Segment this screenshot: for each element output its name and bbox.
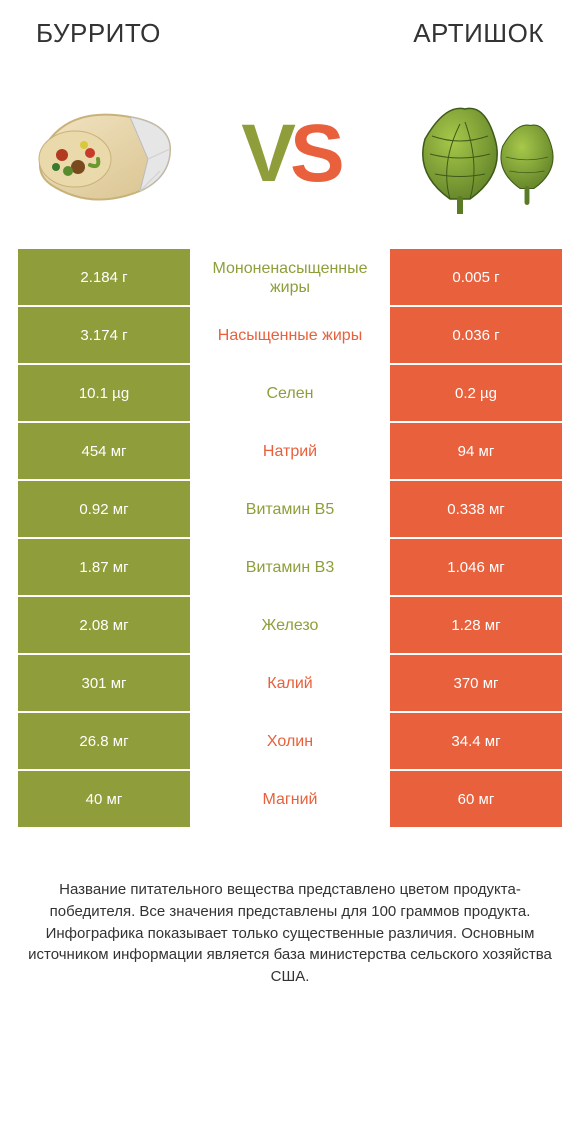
nutrient-label: Железо: [190, 597, 390, 655]
table-row: 3.174 гНасыщенные жиры0.036 г: [18, 307, 562, 365]
value-a: 454 мг: [18, 423, 190, 481]
burrito-icon: [20, 99, 180, 209]
value-a: 40 мг: [18, 771, 190, 829]
nutrient-label: Холин: [190, 713, 390, 771]
nutrient-label: Мононенасыщенные жиры: [190, 249, 390, 307]
value-a: 3.174 г: [18, 307, 190, 365]
value-b: 34.4 мг: [390, 713, 562, 771]
value-a: 10.1 µg: [18, 365, 190, 423]
hero-row: VS: [0, 57, 580, 249]
table-row: 10.1 µgСелен0.2 µg: [18, 365, 562, 423]
vs-label: VS: [241, 113, 338, 195]
nutrient-label: Насыщенные жиры: [190, 307, 390, 365]
table-row: 2.184 гМононенасыщенные жиры0.005 г: [18, 249, 562, 307]
value-a: 2.08 мг: [18, 597, 190, 655]
value-b: 0.036 г: [390, 307, 562, 365]
value-b: 0.005 г: [390, 249, 562, 307]
nutrient-label: Магний: [190, 771, 390, 829]
table-row: 454 мгНатрий94 мг: [18, 423, 562, 481]
nutrient-label: Натрий: [190, 423, 390, 481]
value-a: 2.184 г: [18, 249, 190, 307]
nutrient-label: Витамин B3: [190, 539, 390, 597]
food-b-title: АРТИШОК: [413, 18, 544, 49]
table-row: 1.87 мгВитамин B31.046 мг: [18, 539, 562, 597]
table-row: 301 мгКалий370 мг: [18, 655, 562, 713]
value-b: 1.046 мг: [390, 539, 562, 597]
infographic-root: БУРРИТО АРТИШОК: [0, 0, 580, 1144]
title-row: БУРРИТО АРТИШОК: [0, 0, 580, 57]
table-row: 40 мгМагний60 мг: [18, 771, 562, 829]
table-row: 26.8 мгХолин34.4 мг: [18, 713, 562, 771]
value-b: 1.28 мг: [390, 597, 562, 655]
food-a-title: БУРРИТО: [36, 18, 161, 49]
footnote: Название питательного вещества представл…: [0, 829, 580, 988]
comparison-table: 2.184 гМононенасыщенные жиры0.005 г3.174…: [0, 249, 580, 829]
value-b: 94 мг: [390, 423, 562, 481]
value-a: 301 мг: [18, 655, 190, 713]
nutrient-label: Калий: [190, 655, 390, 713]
food-b-image: [400, 89, 560, 219]
value-b: 370 мг: [390, 655, 562, 713]
value-a: 26.8 мг: [18, 713, 190, 771]
table-row: 2.08 мгЖелезо1.28 мг: [18, 597, 562, 655]
value-b: 0.338 мг: [390, 481, 562, 539]
nutrient-label: Витамин B5: [190, 481, 390, 539]
vs-v: V: [241, 108, 290, 199]
vs-s: S: [290, 108, 339, 199]
nutrient-label: Селен: [190, 365, 390, 423]
value-b: 60 мг: [390, 771, 562, 829]
artichoke-icon: [400, 94, 560, 214]
value-a: 0.92 мг: [18, 481, 190, 539]
food-a-image: [20, 89, 180, 219]
table-row: 0.92 мгВитамин B50.338 мг: [18, 481, 562, 539]
value-a: 1.87 мг: [18, 539, 190, 597]
value-b: 0.2 µg: [390, 365, 562, 423]
